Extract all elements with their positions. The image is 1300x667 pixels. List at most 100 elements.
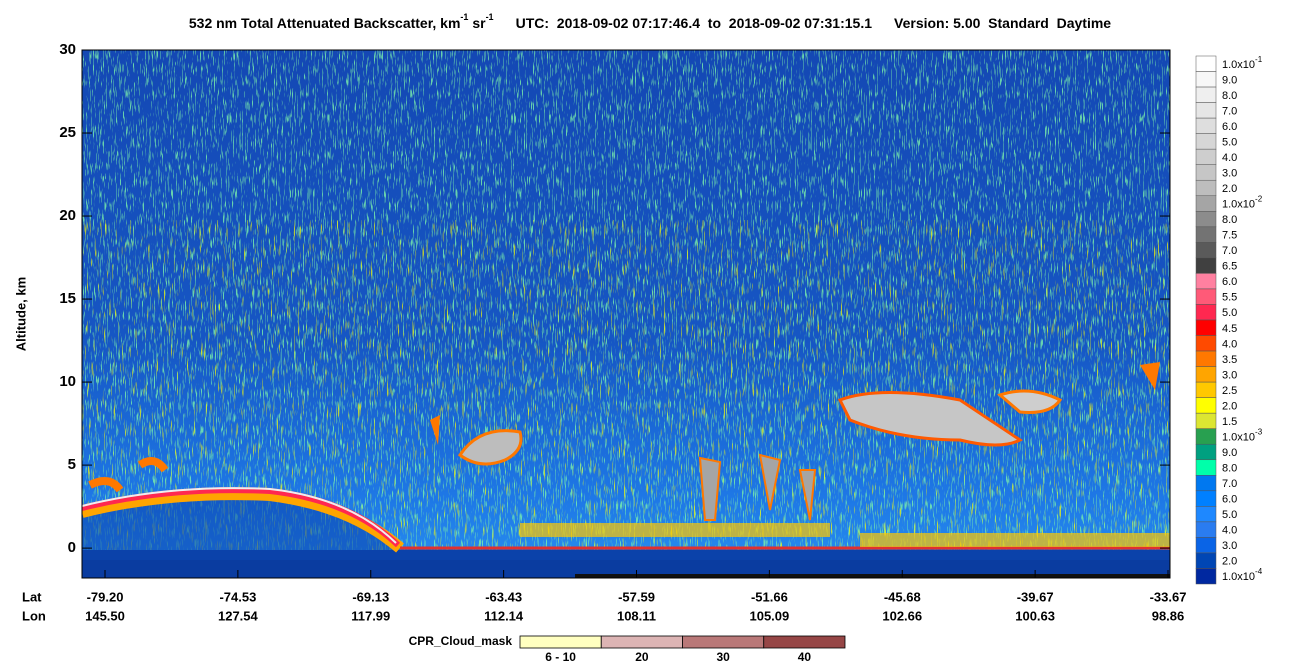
lon-label: 145.50 (85, 608, 125, 623)
colorbar-label-text: 6.5 (1222, 261, 1237, 273)
cpr-legend-swatch (682, 635, 765, 649)
colorbar-label-exp: -1 (1255, 55, 1263, 64)
colorbar-label-text: 2.0 (1222, 183, 1237, 195)
x-row-label: Lat (22, 589, 42, 604)
colorbar-label: 8.0 (1222, 462, 1237, 474)
lon-label: 105.09 (749, 608, 789, 623)
colorbar-swatch (1195, 195, 1217, 212)
colorbar-label-text: 5.0 (1222, 307, 1237, 319)
colorbar-label-exp: -2 (1255, 195, 1263, 204)
colorbar-label-text: 3.5 (1222, 354, 1237, 366)
colorbar-swatch (1195, 381, 1217, 398)
chart-title: 532 nm Total Attenuated Backscatter, km-… (189, 12, 1111, 30)
colorbar-label: 2.0 (1222, 183, 1237, 195)
y-tick-label: 25 (59, 124, 76, 141)
lon-label: 98.86 (1152, 608, 1185, 623)
colorbar-swatch (1195, 366, 1217, 383)
colorbar-swatch (1195, 428, 1217, 445)
lat-label: -79.20 (87, 589, 124, 604)
colorbar-swatch (1195, 288, 1217, 305)
colorbar-swatch (1195, 148, 1217, 165)
colorbar-swatch (1195, 117, 1217, 134)
colorbar-swatch (1195, 86, 1217, 103)
lat-label: -45.68 (884, 589, 921, 604)
colorbar-label-text: 5.5 (1222, 292, 1237, 304)
colorbar-swatch (1195, 490, 1217, 507)
colorbar-label: 9.0 (1222, 74, 1237, 86)
colorbar-swatch (1195, 102, 1217, 119)
colorbar-label-text: 4.0 (1222, 525, 1237, 537)
title-main: 532 nm Total Attenuated Backscatter, km (189, 15, 461, 31)
colorbar-label: 7.0 (1222, 245, 1237, 257)
colorbar-label: 7.0 (1222, 105, 1237, 117)
colorbar-label-text: 5.0 (1222, 136, 1237, 148)
colorbar-label-text: 4.0 (1222, 152, 1237, 164)
y-tick-label: 10 (59, 373, 76, 390)
lat-label: -69.13 (352, 589, 389, 604)
colorbar-swatch (1195, 521, 1217, 538)
colorbar-swatch (1195, 164, 1217, 181)
colorbar-swatch (1195, 257, 1217, 274)
colorbar-label-text: 8.0 (1222, 462, 1237, 474)
colorbar-label: 8.0 (1222, 214, 1237, 226)
cpr-legend-swatch (763, 635, 846, 649)
title-exp: -1 (486, 12, 494, 22)
colorbar-label: 5.0 (1222, 509, 1237, 521)
colorbar-label-text: 7.0 (1222, 478, 1237, 490)
colorbar-label-text: 1.5 (1222, 416, 1237, 428)
colorbar-swatch (1195, 443, 1217, 461)
colorbar-swatch (1195, 568, 1217, 585)
colorbar-label-text: 5.0 (1222, 509, 1237, 521)
colorbar-label-text: 8.0 (1222, 90, 1237, 102)
cpr-legend-swatch (519, 635, 602, 649)
colorbar-label: 3.0 (1222, 540, 1237, 552)
colorbar-label-text: 8.0 (1222, 214, 1237, 226)
colorbar-label-text: 1.0x10 (1222, 59, 1255, 71)
colorbar-swatch (1195, 475, 1217, 492)
colorbar-label: 3.5 (1222, 354, 1237, 366)
colorbar-label-text: 2.0 (1222, 400, 1237, 412)
colorbar-label: 8.0 (1222, 90, 1237, 102)
colorbar-label: 1.0x10-2 (1222, 195, 1263, 211)
colorbar-label-text: 7.0 (1222, 245, 1237, 257)
colorbar-swatch (1195, 304, 1217, 321)
colorbar-label: 5.0 (1222, 307, 1237, 319)
colorbar-swatch (1195, 211, 1217, 228)
colorbar-label: 6.0 (1222, 276, 1237, 288)
colorbar-label: 4.0 (1222, 525, 1237, 537)
y-tick-label: 20 (59, 207, 76, 224)
colorbar-label-exp: -4 (1255, 567, 1263, 576)
colorbar-swatch (1195, 552, 1217, 569)
colorbar-label: 1.0x10-1 (1222, 55, 1263, 71)
colorbar-swatch (1195, 319, 1217, 336)
colorbar-label: 4.0 (1222, 152, 1237, 164)
colorbar-label-text: 6.0 (1222, 121, 1237, 133)
colorbar-label: 1.0x10-4 (1222, 567, 1263, 583)
title-exp: -1 (460, 12, 468, 22)
colorbar-label-text: 3.0 (1222, 540, 1237, 552)
colorbar-swatch (1195, 71, 1217, 88)
y-tick-label: 0 (68, 539, 76, 556)
cpr-legend-label: 40 (798, 650, 812, 664)
lon-label: 108.11 (617, 608, 656, 623)
lon-label: 102.66 (882, 608, 922, 623)
colorbar-label-text: 3.0 (1222, 167, 1237, 179)
lat-label: -74.53 (219, 589, 256, 604)
colorbar-label-text: 9.0 (1222, 74, 1237, 86)
lat-label: -51.66 (751, 589, 788, 604)
lon-label: 100.63 (1015, 608, 1055, 623)
title-version: Version: 5.00 Standard Daytime (894, 15, 1111, 31)
colorbar-label: 2.0 (1222, 400, 1237, 412)
y-tick-label: 15 (59, 290, 76, 307)
colorbar-swatch (1195, 335, 1217, 352)
colorbar-label: 4.5 (1222, 323, 1237, 335)
colorbar-label: 4.0 (1222, 338, 1237, 350)
colorbar-swatch (1195, 242, 1217, 259)
cpr-legend-swatch (600, 635, 683, 649)
y-tick-label: 5 (68, 456, 76, 473)
title-utc: UTC: 2018-09-02 07:17:46.4 to 2018-09-02… (516, 15, 873, 31)
colorbar-label: 5.0 (1222, 136, 1237, 148)
colorbar-label: 6.0 (1222, 121, 1237, 133)
colorbar-swatch (1195, 506, 1217, 523)
